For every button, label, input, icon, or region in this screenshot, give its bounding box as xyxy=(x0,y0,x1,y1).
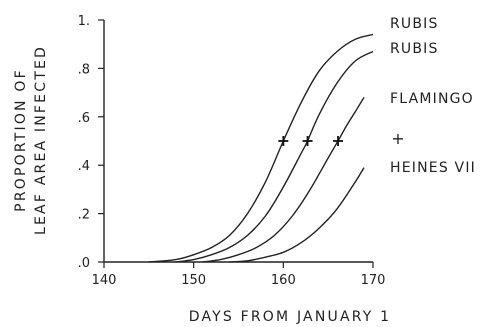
marker-legend: + xyxy=(391,129,404,148)
plus-marker xyxy=(278,136,289,146)
series-curve xyxy=(229,167,365,263)
y-tick-label: .8 xyxy=(78,62,90,77)
x-tick-label: 150 xyxy=(181,273,206,288)
x-tick-label: 170 xyxy=(361,273,386,288)
x-tick-label: 160 xyxy=(271,273,296,288)
y-tick-label: .6 xyxy=(78,111,90,126)
series-label: FLAMINGO xyxy=(390,91,474,107)
plus-marker xyxy=(302,136,313,146)
series-curve xyxy=(148,33,374,263)
y-tick-label: .0 xyxy=(78,256,90,271)
y-tick-label: .2 xyxy=(78,208,90,223)
x-axis-title: DAYS FROM JANUARY 1 xyxy=(189,309,392,325)
series-curve xyxy=(175,50,374,263)
y-tick-label: .4 xyxy=(78,159,90,174)
plus-marker xyxy=(333,136,344,146)
axes: 140 150 160 170 .0 .2 .4 .6 .8 1. xyxy=(78,14,386,288)
x-tick-label: 140 xyxy=(92,273,117,288)
y-tick-label: 1. xyxy=(78,14,90,29)
half-infection-markers xyxy=(278,136,344,146)
series-label: RUBIS xyxy=(390,16,439,32)
series-curve xyxy=(202,97,365,263)
y-axis-title-line-1: PROPORTION OF xyxy=(13,68,29,212)
series-label: RUBIS xyxy=(390,41,439,57)
series-labels: RUBIS RUBIS FLAMINGO HEINES VII xyxy=(390,16,476,176)
series-label: HEINES VII xyxy=(390,160,476,176)
series-curves xyxy=(148,33,374,263)
y-axis-title-line-2: LEAF AREA INFECTED xyxy=(33,45,49,235)
